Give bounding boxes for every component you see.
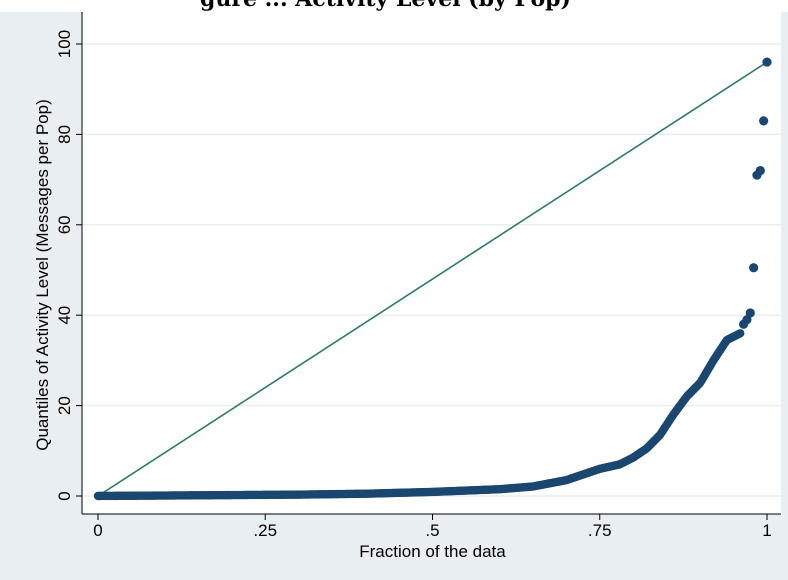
outlier-point bbox=[742, 315, 752, 325]
outlier-point bbox=[759, 116, 769, 126]
outlier-point bbox=[745, 308, 755, 318]
y-tick-label: 60 bbox=[55, 215, 74, 234]
reference-line bbox=[97, 61, 768, 497]
tick-marks: 0 .25 .5 .75 1 0 20 40 60 80 100 bbox=[55, 30, 772, 540]
reference-line-group bbox=[97, 61, 768, 497]
y-tick-label: 40 bbox=[55, 306, 74, 325]
x-tick-label: .75 bbox=[588, 521, 612, 540]
y-tick-label: 100 bbox=[55, 30, 74, 58]
clipped-caption-text: gure ... Activity Level (by Pop) bbox=[200, 0, 571, 12]
x-tick-label: .5 bbox=[425, 521, 439, 540]
y-tick-label: 20 bbox=[55, 396, 74, 415]
outlier-point bbox=[755, 165, 765, 176]
y-tick-label: 80 bbox=[55, 125, 74, 144]
clipped-caption: gure ... Activity Level (by Pop) bbox=[0, 0, 788, 12]
x-tick-label: 0 bbox=[93, 521, 102, 540]
x-axis-title: Fraction of the data bbox=[359, 542, 506, 561]
outlier-point bbox=[749, 263, 759, 273]
axes bbox=[81, 12, 781, 515]
y-axis-title: Quantiles of Activity Level (Messages pe… bbox=[33, 99, 52, 451]
outlier-point bbox=[762, 57, 772, 67]
quantile-point bbox=[736, 329, 745, 338]
x-tick-label: .25 bbox=[253, 521, 277, 540]
x-tick-label: 1 bbox=[762, 521, 771, 540]
data-points bbox=[93, 57, 772, 501]
y-tick-label: 0 bbox=[55, 491, 74, 500]
